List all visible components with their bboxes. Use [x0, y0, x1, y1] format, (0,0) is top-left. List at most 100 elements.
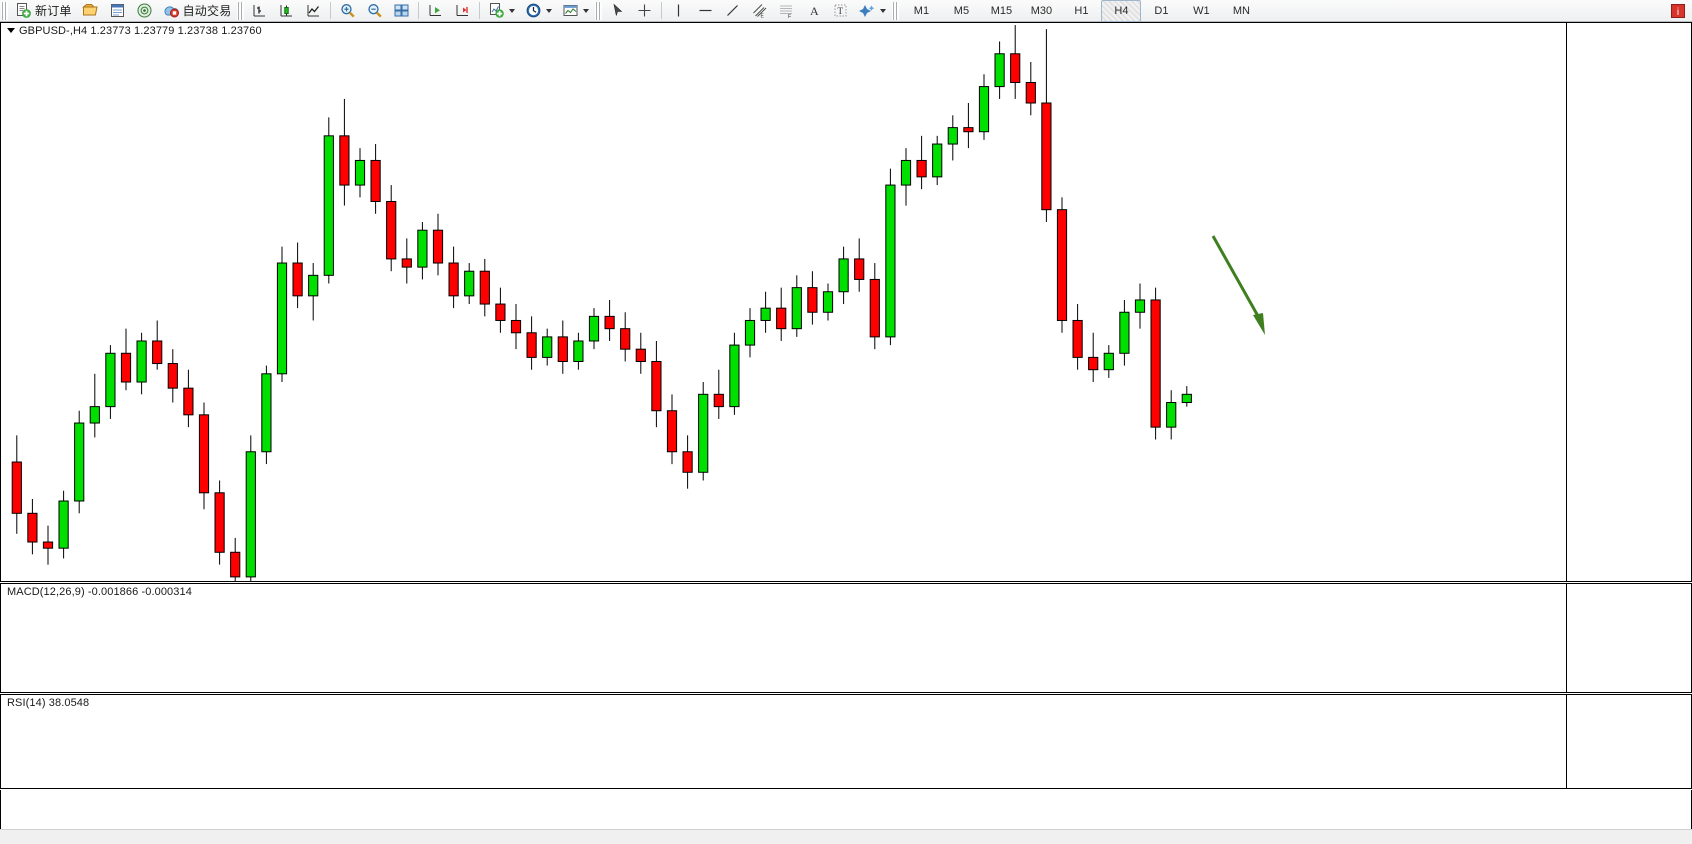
- chart-collapse-icon[interactable]: [7, 28, 15, 33]
- trendline-icon: [724, 2, 741, 19]
- new-order-button[interactable]: 新订单: [10, 0, 77, 22]
- timeframe-group: M1 M5 M15 M30 H1 H4 D1 W1 MN: [901, 0, 1261, 22]
- price-pane[interactable]: GBPUSD-,H4 1.23773 1.23779 1.23738 1.237…: [0, 22, 1692, 582]
- candlestick-chart-button[interactable]: [273, 0, 300, 22]
- crosshair-icon: [636, 2, 653, 19]
- rsi-plot[interactable]: [1, 695, 1566, 788]
- horizontal-scrollbar[interactable]: [0, 829, 1692, 844]
- horizontal-line-icon: [697, 2, 714, 19]
- clock-icon: [525, 2, 542, 19]
- zoom-in-icon: [339, 2, 356, 19]
- macd-axis[interactable]: [1566, 584, 1691, 692]
- timeframe-h1[interactable]: H1: [1074, 4, 1089, 17]
- svg-text:A: A: [810, 4, 819, 18]
- navigator-icon: [136, 2, 153, 19]
- vertical-line-tool-button[interactable]: [665, 0, 692, 22]
- chart-shift-button[interactable]: [449, 0, 476, 22]
- new-order-icon: [15, 2, 32, 19]
- help-icon: i: [1671, 3, 1685, 18]
- toolbar-grip[interactable]: [1, 1, 8, 20]
- svg-text:T: T: [838, 6, 844, 16]
- zoom-out-icon: [366, 2, 383, 19]
- timeframe-m15[interactable]: M15: [990, 4, 1013, 17]
- line-chart-icon: [305, 2, 322, 19]
- timeframe-h4[interactable]: H4: [1101, 0, 1142, 22]
- data-window-button[interactable]: [104, 0, 131, 22]
- macd-series: [1, 584, 1566, 692]
- text-label-icon: T: [832, 2, 849, 19]
- templates-dropdown-caret[interactable]: [583, 8, 590, 13]
- timeframe-m30[interactable]: M30: [1030, 4, 1053, 17]
- folder-gold-icon: [81, 2, 99, 19]
- timeframe-d1[interactable]: D1: [1154, 4, 1169, 17]
- periodicity-button[interactable]: [520, 0, 557, 22]
- svg-text:F: F: [788, 14, 791, 19]
- price-plot[interactable]: [1, 23, 1566, 581]
- toolbar-separator-4: [661, 2, 663, 19]
- trendline-tool-button[interactable]: [719, 0, 746, 22]
- line-chart-button[interactable]: [300, 0, 327, 22]
- rsi-pane[interactable]: RSI(14) 38.0548: [0, 694, 1692, 789]
- arrows-dropdown-caret[interactable]: [880, 8, 887, 13]
- timeframe-w1[interactable]: W1: [1193, 4, 1210, 17]
- cursor-arrow-icon: [609, 2, 626, 19]
- periodicity-dropdown-caret[interactable]: [546, 8, 553, 13]
- arrows-tool-button[interactable]: [854, 0, 891, 22]
- toolbar-grip-2[interactable]: [237, 1, 245, 20]
- timeframe-m5[interactable]: M5: [953, 4, 970, 17]
- fibonacci-icon: F: [778, 2, 795, 20]
- down-arrow-annotation[interactable]: [1, 23, 1566, 581]
- price-axis[interactable]: [1566, 23, 1691, 581]
- main-toolbar: 新订单: [0, 0, 1692, 22]
- horizontal-line-tool-button[interactable]: [692, 0, 719, 22]
- templates-button[interactable]: [557, 0, 594, 22]
- zoom-out-button[interactable]: [361, 0, 388, 22]
- toolbar-grip-3[interactable]: [595, 1, 603, 20]
- navigator-button[interactable]: [131, 0, 158, 22]
- toolbar-grip-4[interactable]: [892, 1, 900, 20]
- svg-text:E: E: [761, 14, 765, 20]
- cursor-tool-button[interactable]: [604, 0, 631, 22]
- rsi-axis[interactable]: [1566, 695, 1691, 788]
- arrows-icon: [859, 2, 876, 19]
- indicators-icon: [488, 2, 505, 19]
- toolbar-separator-2: [418, 2, 420, 19]
- auto-scroll-icon: [427, 2, 444, 19]
- chart-symbol-title: GBPUSD-,H4 1.23773 1.23779 1.23738 1.237…: [7, 25, 262, 37]
- text-tool-button[interactable]: A: [800, 0, 827, 22]
- indicators-button[interactable]: [483, 0, 520, 22]
- chart-symbol-text: GBPUSD-,H4 1.23773 1.23779 1.23738 1.237…: [19, 25, 262, 37]
- tile-windows-icon: [393, 2, 410, 19]
- timeframe-mn[interactable]: MN: [1232, 4, 1250, 17]
- chart-shift-icon: [454, 2, 471, 19]
- equidistant-channel-tool-button[interactable]: E: [746, 0, 773, 22]
- zoom-in-button[interactable]: [334, 0, 361, 22]
- rsi-series: [1, 695, 1566, 788]
- svg-text:i: i: [1677, 7, 1679, 18]
- text-label-tool-button[interactable]: T: [827, 0, 854, 22]
- toolbar-separator-1: [330, 2, 332, 19]
- market-watch-button[interactable]: [77, 0, 104, 22]
- fibonacci-tool-button[interactable]: F: [773, 0, 800, 22]
- vertical-line-icon: [670, 2, 687, 19]
- template-icon: [562, 2, 579, 19]
- tile-windows-button[interactable]: [388, 0, 415, 22]
- macd-pane[interactable]: MACD(12,26,9) -0.001866 -0.000314: [0, 583, 1692, 693]
- help-button[interactable]: i: [1666, 0, 1690, 22]
- auto-trading-label: 自动交易: [182, 4, 232, 18]
- auto-trading-button[interactable]: 自动交易: [158, 0, 237, 22]
- candlestick-icon: [278, 2, 295, 19]
- bar-chart-icon: [251, 2, 268, 19]
- macd-plot[interactable]: [1, 584, 1566, 692]
- equidistant-channel-icon: E: [751, 2, 768, 20]
- chart-area[interactable]: GBPUSD-,H4 1.23773 1.23779 1.23738 1.237…: [0, 22, 1692, 844]
- data-window-icon: [109, 2, 126, 19]
- crosshair-tool-button[interactable]: [631, 0, 658, 22]
- indicators-dropdown-caret[interactable]: [509, 8, 516, 13]
- toolbar-separator-3: [479, 2, 481, 19]
- bar-chart-button[interactable]: [246, 0, 273, 22]
- candlestick-series: [11, 25, 1192, 581]
- auto-scroll-button[interactable]: [422, 0, 449, 22]
- timeframe-m1[interactable]: M1: [913, 4, 930, 17]
